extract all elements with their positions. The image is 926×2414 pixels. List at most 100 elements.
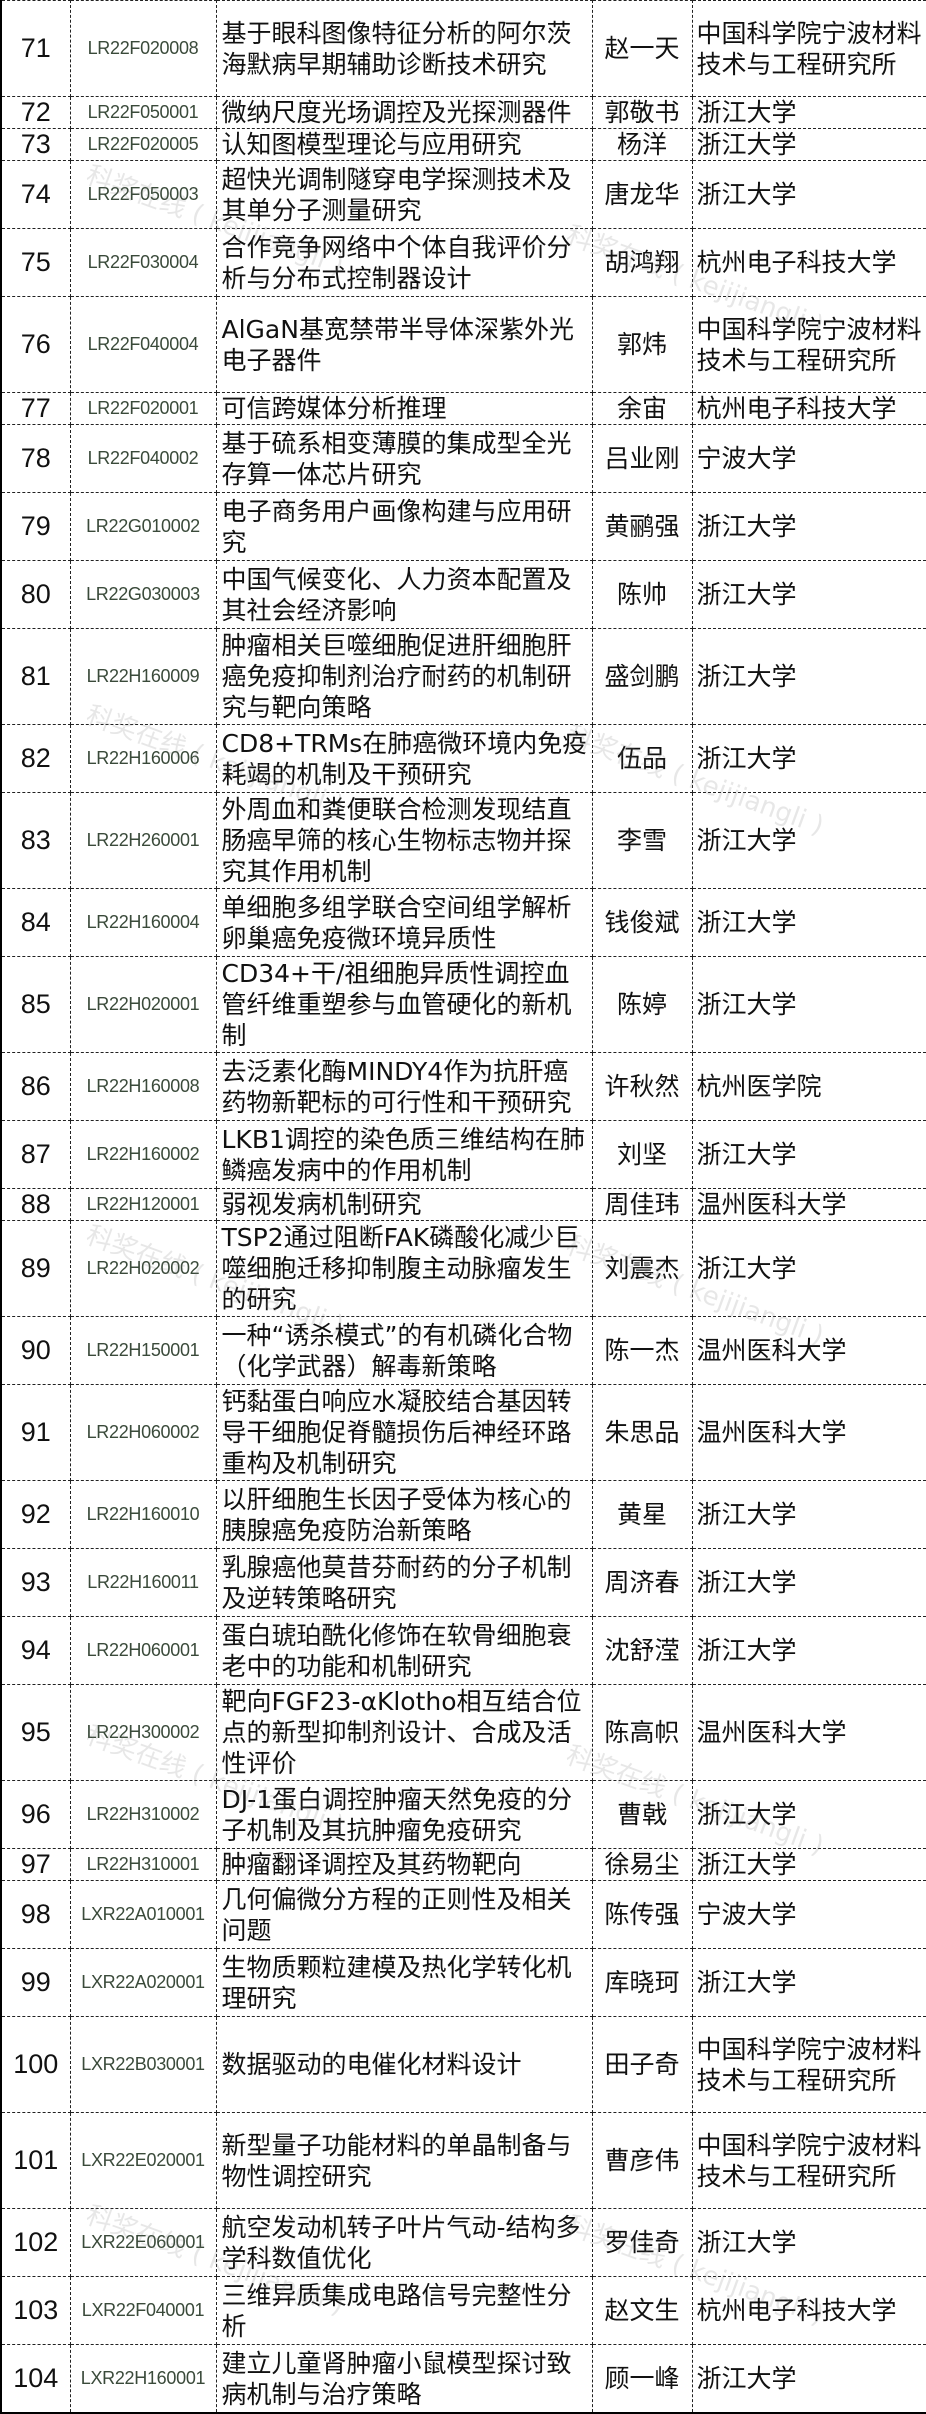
project-title-cell: 合作竞争网络中个体自我评价分析与分布式控制器设计: [215, 228, 593, 297]
project-code-cell: LXR22E060001: [69, 2208, 217, 2277]
project-title-cell: 肿瘤相关巨噬细胞促进肝细胞肝癌免疫抑制剂治疗耐药的机制研究与靶向策略: [215, 628, 593, 725]
principal-investigator-cell: 陈一杰: [591, 1316, 693, 1385]
project-number-cell: 87: [0, 1120, 71, 1189]
project-title-cell: 一种“诱杀模式”的有机磷化合物（化学武器）解毒新策略: [215, 1316, 593, 1385]
project-code-cell: LR22H060001: [69, 1616, 217, 1685]
institution-cell: 浙江大学: [691, 1548, 926, 1617]
table-row: 100 LXR22B030001 数据驱动的电催化材料设计 田子奇 中国科学院宁波材料技…: [0, 2016, 926, 2113]
project-code-cell: LXR22A010001: [69, 1880, 217, 1949]
project-number-cell: 85: [0, 956, 71, 1053]
table-row: 95 LR22H300002 靶向FGF23-αKlotho相互结合位点的新型抑制剂…: [0, 1684, 926, 1781]
institution-cell: 浙江大学: [691, 1120, 926, 1189]
project-number-cell: 74: [0, 160, 71, 229]
institution-cell: 杭州电子科技大学: [691, 392, 926, 425]
project-title-cell: 肿瘤翻译调控及其药物靶向: [215, 1848, 593, 1881]
institution-cell: 杭州电子科技大学: [691, 228, 926, 297]
project-code-cell: LR22F040004: [69, 296, 217, 393]
table-row: 74 LR22F050003 超快光调制隧穿电学探测技术及其单分子测量研究 唐龙华 浙江…: [0, 160, 926, 229]
project-number-cell: 83: [0, 792, 71, 889]
principal-investigator-cell: 田子奇: [591, 2016, 693, 2113]
principal-investigator-cell: 刘坚: [591, 1120, 693, 1189]
project-number-cell: 80: [0, 560, 71, 629]
project-number-cell: 100: [0, 2016, 71, 2113]
principal-investigator-cell: 朱思品: [591, 1384, 693, 1481]
institution-cell: 杭州电子科技大学: [691, 2276, 926, 2345]
table-row: 83 LR22H260001 外周血和粪便联合检测发现结直肠癌早筛的核心生物标志物并…: [0, 792, 926, 889]
project-code-cell: LR22H160004: [69, 888, 217, 957]
principal-investigator-cell: 陈婷: [591, 956, 693, 1053]
principal-investigator-cell: 许秋然: [591, 1052, 693, 1121]
project-title-cell: 去泛素化酶MINDY4作为抗肝癌药物新靶标的可行性和干预研究: [215, 1052, 593, 1121]
institution-cell: 中国科学院宁波材料技术与工程研究所: [691, 2016, 926, 2113]
institution-cell: 浙江大学: [691, 1616, 926, 1685]
project-code-cell: LXR22H160001: [69, 2344, 217, 2414]
institution-cell: 浙江大学: [691, 492, 926, 561]
project-code-cell: LR22H120001: [69, 1188, 217, 1221]
principal-investigator-cell: 陈传强: [591, 1880, 693, 1949]
table-row: 79 LR22G010002 电子商务用户画像构建与应用研究 黄鹂强 浙江大学: [0, 492, 926, 561]
principal-investigator-cell: 陈高帜: [591, 1684, 693, 1781]
project-code-cell: LXR22B030001: [69, 2016, 217, 2113]
project-number-cell: 93: [0, 1548, 71, 1617]
institution-cell: 浙江大学: [691, 888, 926, 957]
project-code-cell: LR22F020001: [69, 392, 217, 425]
project-code-cell: LR22H300002: [69, 1684, 217, 1781]
principal-investigator-cell: 吕业刚: [591, 424, 693, 493]
institution-cell: 浙江大学: [691, 560, 926, 629]
table-row: 82 LR22H160006 CD8+TRMs在肺癌微环境内免疫耗竭的机制及干预研究…: [0, 724, 926, 793]
project-code-cell: LR22F050001: [69, 96, 217, 129]
table-row: 86 LR22H160008 去泛素化酶MINDY4作为抗肝癌药物新靶标的可行性和干…: [0, 1052, 926, 1121]
principal-investigator-cell: 胡鸿翔: [591, 228, 693, 297]
table-row: 94 LR22H060001 蛋白琥珀酰化修饰在软骨细胞衰老中的功能和机制研究 沈舒滢…: [0, 1616, 926, 1685]
project-number-cell: 98: [0, 1880, 71, 1949]
institution-cell: 杭州医学院: [691, 1052, 926, 1121]
project-code-cell: LR22G010002: [69, 492, 217, 561]
table-row: 77 LR22F020001 可信跨媒体分析推理 余宙 杭州电子科技大学: [0, 392, 926, 425]
table-row: 101 LXR22E020001 新型量子功能材料的单晶制备与物性调控研究 曹彦伟 中国…: [0, 2112, 926, 2209]
table-row: 98 LXR22A010001 几何偏微分方程的正则性及相关问题 陈传强 宁波大学: [0, 1880, 926, 1949]
table-row: 92 LR22H160010 以肝细胞生长因子受体为核心的胰腺癌免疫防治新策略 黄星浙…: [0, 1480, 926, 1549]
principal-investigator-cell: 钱俊斌: [591, 888, 693, 957]
principal-investigator-cell: 曹彦伟: [591, 2112, 693, 2209]
project-title-cell: 可信跨媒体分析推理: [215, 392, 593, 425]
institution-cell: 浙江大学: [691, 1480, 926, 1549]
principal-investigator-cell: 郭炜: [591, 296, 693, 393]
principal-investigator-cell: 盛剑鹏: [591, 628, 693, 725]
institution-cell: 温州医科大学: [691, 1384, 926, 1481]
project-number-cell: 104: [0, 2344, 71, 2414]
institution-cell: 温州医科大学: [691, 1188, 926, 1221]
principal-investigator-cell: 周济春: [591, 1548, 693, 1617]
principal-investigator-cell: 库晓珂: [591, 1948, 693, 2017]
project-code-cell: LXR22F040001: [69, 2276, 217, 2345]
principal-investigator-cell: 唐龙华: [591, 160, 693, 229]
institution-cell: 中国科学院宁波材料技术与工程研究所: [691, 0, 926, 97]
table-row: 91 LR22H060002 钙黏蛋白响应水凝胶结合基因转导干细胞促脊髓损伤后神经环…: [0, 1384, 926, 1481]
project-title-cell: 乳腺癌他莫昔芬耐药的分子机制及逆转策略研究: [215, 1548, 593, 1617]
project-code-cell: LR22H160011: [69, 1548, 217, 1617]
project-number-cell: 95: [0, 1684, 71, 1781]
project-number-cell: 101: [0, 2112, 71, 2209]
principal-investigator-cell: 徐易尘: [591, 1848, 693, 1881]
institution-cell: 宁波大学: [691, 1880, 926, 1949]
principal-investigator-cell: 余宙: [591, 392, 693, 425]
project-title-cell: 几何偏微分方程的正则性及相关问题: [215, 1880, 593, 1949]
principal-investigator-cell: 陈帅: [591, 560, 693, 629]
institution-cell: 中国科学院宁波材料技术与工程研究所: [691, 296, 926, 393]
project-number-cell: 75: [0, 228, 71, 297]
project-number-cell: 82: [0, 724, 71, 793]
project-title-cell: 中国气候变化、人力资本配置及其社会经济影响: [215, 560, 593, 629]
project-code-cell: LR22H020001: [69, 956, 217, 1053]
project-code-cell: LR22G030003: [69, 560, 217, 629]
project-number-cell: 91: [0, 1384, 71, 1481]
principal-investigator-cell: 黄鹂强: [591, 492, 693, 561]
project-title-cell: CD8+TRMs在肺癌微环境内免疫耗竭的机制及干预研究: [215, 724, 593, 793]
table-row: 75 LR22F030004 合作竞争网络中个体自我评价分析与分布式控制器设计 胡鸿翔…: [0, 228, 926, 297]
project-title-cell: AlGaN基宽禁带半导体深紫外光电子器件: [215, 296, 593, 393]
institution-cell: 浙江大学: [691, 96, 926, 129]
project-title-cell: 钙黏蛋白响应水凝胶结合基因转导干细胞促脊髓损伤后神经环路重构及机制研究: [215, 1384, 593, 1481]
principal-investigator-cell: 顾一峰: [591, 2344, 693, 2414]
project-number-cell: 76: [0, 296, 71, 393]
institution-cell: 浙江大学: [691, 1848, 926, 1881]
principal-investigator-cell: 伍品: [591, 724, 693, 793]
project-number-cell: 94: [0, 1616, 71, 1685]
